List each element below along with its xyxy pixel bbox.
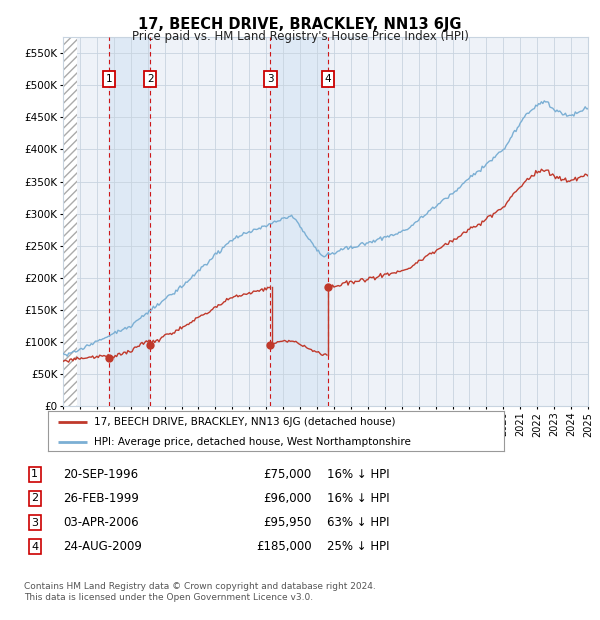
Text: 26-FEB-1999: 26-FEB-1999 [63, 492, 139, 505]
Text: 20-SEP-1996: 20-SEP-1996 [63, 468, 138, 481]
Bar [63, 37, 77, 406]
Text: 4: 4 [31, 542, 38, 552]
Text: 17, BEECH DRIVE, BRACKLEY, NN13 6JG: 17, BEECH DRIVE, BRACKLEY, NN13 6JG [138, 17, 462, 32]
Text: HPI: Average price, detached house, West Northamptonshire: HPI: Average price, detached house, West… [94, 436, 410, 446]
Text: 2: 2 [147, 74, 154, 84]
Text: Contains HM Land Registry data © Crown copyright and database right 2024.
This d: Contains HM Land Registry data © Crown c… [24, 582, 376, 603]
Text: 4: 4 [325, 74, 331, 84]
Text: 3: 3 [267, 74, 274, 84]
Text: 63% ↓ HPI: 63% ↓ HPI [327, 516, 389, 529]
Text: 24-AUG-2009: 24-AUG-2009 [63, 541, 142, 553]
Text: 16% ↓ HPI: 16% ↓ HPI [327, 492, 389, 505]
Text: 1: 1 [31, 469, 38, 479]
Text: 2: 2 [31, 494, 38, 503]
Bar [109, 37, 150, 406]
Text: 1: 1 [106, 74, 112, 84]
Text: £96,000: £96,000 [263, 492, 312, 505]
Text: £75,000: £75,000 [264, 468, 312, 481]
Text: 25% ↓ HPI: 25% ↓ HPI [327, 541, 389, 553]
Text: 17, BEECH DRIVE, BRACKLEY, NN13 6JG (detached house): 17, BEECH DRIVE, BRACKLEY, NN13 6JG (det… [94, 417, 395, 427]
Bar [271, 37, 328, 406]
Text: Price paid vs. HM Land Registry's House Price Index (HPI): Price paid vs. HM Land Registry's House … [131, 30, 469, 43]
Text: 03-APR-2006: 03-APR-2006 [63, 516, 139, 529]
Text: 3: 3 [31, 518, 38, 528]
Text: 16% ↓ HPI: 16% ↓ HPI [327, 468, 389, 481]
Text: £95,950: £95,950 [263, 516, 312, 529]
Text: £185,000: £185,000 [256, 541, 312, 553]
